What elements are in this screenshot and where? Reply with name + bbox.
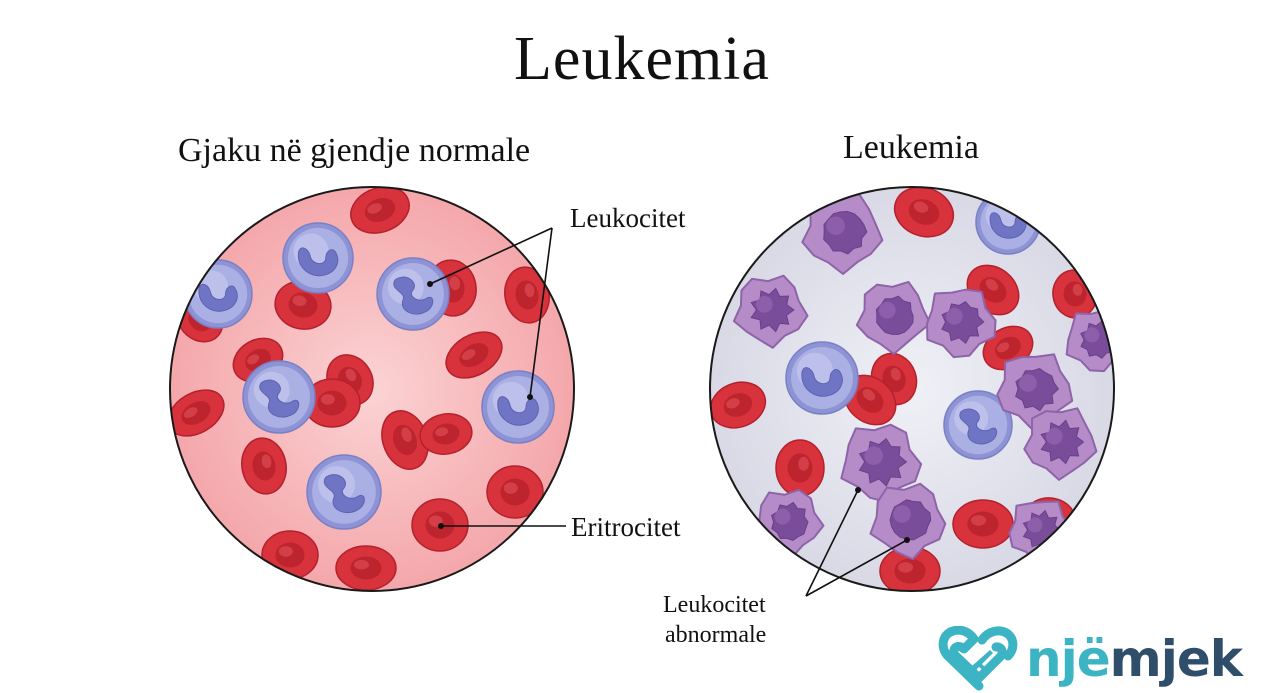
white-blood-cell (306, 454, 382, 530)
red-blood-cell (419, 413, 473, 455)
abnormal-white-blood-cell (1023, 407, 1098, 481)
normal-blood-heading: Gjaku në gjendje normale (178, 132, 531, 169)
white-blood-cell (242, 360, 316, 434)
logo-wordmark: njëmjek (1026, 630, 1243, 688)
white-blood-cell (943, 390, 1013, 460)
abnormal-white-blood-cell (801, 193, 884, 275)
heart-plane-logo-icon (938, 626, 1018, 691)
red-blood-cell (504, 266, 550, 324)
abnormal-white-blood-cell (996, 353, 1074, 430)
abnormal-leukocytes-label-line1: Leukocitet (663, 592, 766, 618)
abnormal-white-blood-cell (855, 280, 932, 355)
white-blood-cell (785, 341, 859, 415)
normal-blood-sample (169, 186, 575, 592)
red-blood-cell (261, 530, 319, 580)
red-blood-cell (381, 410, 429, 470)
red-blood-cell (952, 499, 1014, 549)
leukocytes-label: Leukocitet (570, 203, 686, 233)
leukemia-heading: Leukemia (843, 129, 979, 166)
white-blood-cell (975, 189, 1041, 255)
red-blood-cell (241, 437, 287, 495)
leader-dots (427, 281, 910, 543)
red-blood-cell (350, 187, 410, 234)
diagram-title: Leukemia (514, 25, 770, 93)
abnormal-white-blood-cell (926, 288, 997, 359)
abnormal-white-blood-cell (732, 274, 809, 349)
red-blood-cell (775, 439, 825, 497)
abnormal-white-blood-cell (840, 423, 923, 504)
njemjek-logo[interactable]: njëmjek (938, 626, 1243, 692)
white-blood-cell (376, 257, 450, 331)
red-blood-cell (335, 545, 397, 591)
red-blood-cell (170, 389, 225, 437)
red-blood-cell (445, 331, 503, 379)
leader-lines (429, 227, 908, 597)
red-blood-cell (893, 187, 955, 238)
abnormal-leukocytes-label-line2: abnormale (665, 622, 767, 648)
white-blood-cell (481, 370, 555, 444)
leukemia-blood-sample (709, 186, 1115, 592)
red-blood-cell (486, 465, 544, 519)
white-blood-cell (282, 222, 354, 294)
abnormal-white-blood-cell (869, 482, 947, 561)
red-blood-cell (879, 546, 941, 591)
erythrocytes-label: Eritrocitet (571, 512, 681, 542)
